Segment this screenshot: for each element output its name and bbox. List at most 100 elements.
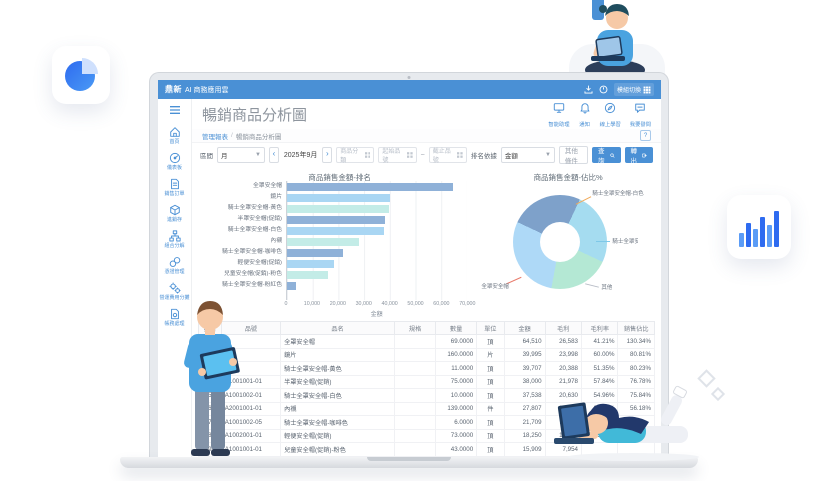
table-cell: 頂 [476,415,505,430]
bar[interactable] [287,215,385,224]
bar-chart: 商品銷售金額-排名 全罩安全帽 鏡片 騎士全罩安全帽-黃色 半罩安全帽(促銷) 騎士全罩… [198,167,481,319]
table-header-cell[interactable]: 金額 [503,321,546,335]
module-switch-button[interactable]: 模組切換 [613,83,654,96]
bar[interactable] [287,182,454,191]
chevron-down-icon: ▼ [544,152,551,158]
lookup-grid-icon [406,152,413,158]
prev-period-button[interactable]: ‹ [269,147,279,163]
table-row[interactable]: 3騎士全罩安全帽-黃色11.0000頂39,70720,38851.35%80.… [198,361,655,376]
bar[interactable] [287,281,297,290]
bar[interactable] [287,270,328,279]
bar-category-label: 騎士全罩安全帽-黃色 [227,205,282,211]
hamburger-menu-icon[interactable] [169,102,181,120]
monitor-icon [553,101,565,119]
x-tick-label: 60,000 [433,301,450,307]
bar-categories: 全罩安全帽 鏡片 騎士全罩安全帽-黃色 半罩安全帽(促銷) 騎士全罩安全帽-白色 內襯 騎士… [198,181,286,300]
next-period-button[interactable]: › [322,147,333,163]
table-header-cell[interactable]: 單位 [476,321,505,335]
bar[interactable] [287,204,390,213]
table-cell: 51.35% [580,361,619,376]
doc-icon [169,178,181,190]
sidebar-item-4[interactable]: 組合分解 [160,227,190,253]
logout-icon[interactable] [599,85,608,94]
table-cell: 6.0000 [435,415,478,430]
pie-chart-decor-card [52,46,110,104]
table-header-cell[interactable]: 毛利率 [580,321,619,335]
table-cell: 73.0000 [435,429,478,443]
table-cell: 鏡片 [280,348,396,362]
header-action-2[interactable]: 線上學習 [600,101,621,128]
sidebar-item-3[interactable]: 進銷存 [160,201,190,227]
table-header-cell[interactable]: 毛利 [544,321,583,335]
x-tick-label: 20,000 [329,301,346,307]
sidebar-item-7[interactable]: 帳務處理 [160,305,190,331]
table-cell [394,361,437,376]
table-cell: 69.0000 [435,334,478,349]
sidebar-item-5[interactable]: 憑證管理 [160,253,190,279]
bar[interactable] [287,237,359,246]
table-cell: 56.18% [617,402,655,416]
sidebar-item-6[interactable]: 營運費用分攤 [160,279,190,305]
table-cell: 41.21% [580,334,619,349]
table-header-cell[interactable]: 規格 [394,321,437,335]
table-cell: 20,388 [544,361,583,376]
table-cell: 兒童安全帽(促銷)-粉色 [280,442,396,457]
bar[interactable] [287,259,334,268]
bar-category-label: 半罩安全帽(促銷) [237,216,282,222]
donut-connector [506,276,522,285]
bar[interactable] [287,193,391,202]
table-cell: 11.0000 [435,361,478,376]
x-tick-label: 30,000 [355,301,372,307]
table-cell: 頂 [476,361,505,376]
table-header-cell[interactable]: 品名 [280,321,396,335]
table-cell: 半罩安全帽(促銷) [280,375,396,389]
bar[interactable] [287,248,343,257]
sidebar-item-1[interactable]: 儀表板 [160,149,190,175]
table-cell: 7,954 [544,442,583,457]
table-cell [394,429,437,443]
breadcrumb-parent[interactable]: 管理報表 [202,133,228,141]
header-action-1[interactable]: 通知 [579,101,591,128]
table-row[interactable]: 4A1001001-01半罩安全帽(促銷)75.0000頂38,00021,97… [198,375,655,389]
decor-blue-tab [592,0,604,20]
help-badge[interactable]: ? [640,130,651,141]
x-tick-label: 50,000 [407,301,424,307]
sidebar-item-0[interactable]: 首頁 [160,123,190,149]
donut-label: 其他 [601,285,613,291]
header-actions: 智能助理 通知 線上學習 我要發問 [548,101,651,128]
chat-icon [634,101,646,119]
coins-icon [169,256,181,268]
product-category-input[interactable]: 商品分類 [336,147,375,164]
more-conditions-button[interactable]: 其他條件 [558,146,588,165]
start-item-input[interactable]: 起始品號 [378,147,417,164]
table-header-cell[interactable]: 數量 [435,321,478,335]
rank-by-label: 排名依據 [470,153,497,160]
table-cell: 60.00% [580,348,619,362]
table-cell: 80.23% [617,361,655,376]
table-cell: 騎士全罩安全帽-黃色 [280,361,396,376]
donut-ring[interactable] [513,195,608,289]
period-value: 2025年9月 [283,152,318,159]
table-cell [394,415,437,430]
table-cell: 輕便安全帽(促銷) [280,429,396,443]
table-cell: 頂 [476,375,505,389]
bar[interactable] [287,226,384,235]
header-action-3[interactable]: 我要發問 [630,101,651,128]
table-row[interactable]: 9 A1001001-01 兒童安全帽(促銷)-粉色 43.0000 頂 15,909 7,… [198,442,655,457]
interval-select[interactable]: 月 ▼ [217,147,265,163]
search-button[interactable]: 查詢 [592,147,621,165]
header-action-0[interactable]: 智能助理 [548,101,570,128]
table-header-cell[interactable]: 品號 [220,321,282,335]
export-button[interactable]: 轉出 [624,147,653,165]
table-cell [394,334,437,349]
results-table: 排名品號品名規格數量單位金額毛利毛利率銷售佔比 1全罩安全帽69.0000頂64… [192,319,661,457]
sidebar: 首頁 儀表板 銷售訂單 進銷存 組合分解 憑證管理 營運費用分攤 帳務處理 [158,99,192,457]
sidebar-item-2[interactable]: 銷售訂單 [160,175,190,201]
table-cell: 10.0000 [435,388,478,403]
download-icon[interactable] [584,85,593,94]
rank-by-select[interactable]: 金額 ▼ [500,147,555,163]
end-item-input[interactable]: 截止品號 [428,147,467,164]
table-header-cell[interactable]: 銷售佔比 [617,321,655,335]
